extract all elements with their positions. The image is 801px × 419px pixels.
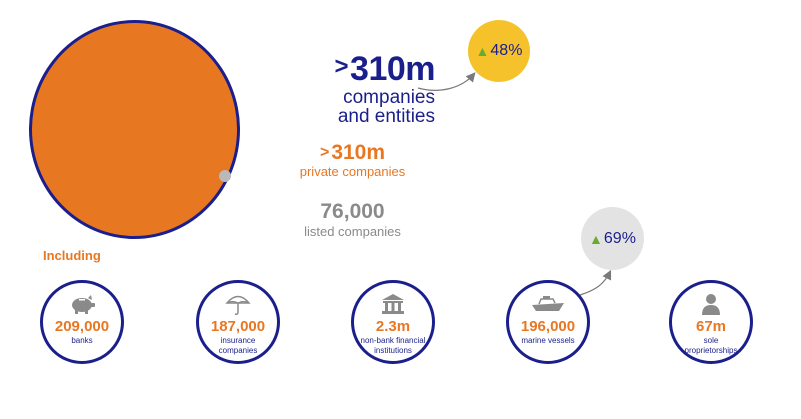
bank-building-icon <box>380 292 406 316</box>
private-companies-stat: >310m private companies <box>290 141 415 179</box>
category-non-bank: 2.3m non-bank financial institutions <box>351 280 435 364</box>
listed-companies-dot <box>219 170 231 182</box>
private-companies-label: private companies <box>299 164 406 179</box>
marine-label: marine vessels <box>521 336 575 345</box>
companies-growth-bubble: ▲ 48% <box>468 20 530 82</box>
sole-proprietorships-label-2: proprietorships <box>684 346 738 355</box>
companies-circle <box>29 20 240 239</box>
listed-companies-value: 76,000 <box>320 200 385 223</box>
marine-value: 196,000 <box>520 318 576 335</box>
category-insurance: 187,000 insurance companies <box>196 280 280 364</box>
including-label: Including <box>43 248 101 263</box>
total-companies-value: >310m <box>334 50 436 88</box>
category-marine: 196,000 marine vessels <box>506 280 590 364</box>
insurance-label-2: companies <box>218 346 258 355</box>
marine-growth-bubble: ▲ 69% <box>581 207 644 270</box>
ship-icon <box>531 292 565 316</box>
category-banks: 209,000 banks <box>40 280 124 364</box>
sole-proprietorships-value: 67m <box>695 318 727 335</box>
piggy-bank-icon <box>68 292 96 316</box>
non-bank-label-2: institutions <box>374 346 412 355</box>
person-icon <box>700 292 722 316</box>
sole-proprietorships-label: sole <box>703 336 719 345</box>
non-bank-value: 2.3m <box>375 318 411 335</box>
listed-companies-label: listed companies <box>304 224 401 239</box>
banks-value: 209,000 <box>54 318 110 335</box>
total-companies-stat: >310m companies and entities <box>285 48 436 127</box>
private-companies-value: >310m <box>319 141 386 164</box>
up-triangle-icon: ▲ <box>589 230 603 247</box>
total-companies-label: companies <box>343 87 435 108</box>
insurance-value: 187,000 <box>210 318 266 335</box>
up-triangle-icon: ▲ <box>475 43 490 59</box>
banks-label: banks <box>71 336 93 345</box>
companies-growth-arrow <box>417 72 476 91</box>
insurance-label: insurance <box>220 336 256 345</box>
category-sole-proprietorships: 67m sole proprietorships <box>669 280 753 364</box>
umbrella-icon <box>225 292 251 316</box>
listed-companies-stat: 76,000 listed companies <box>290 199 415 239</box>
non-bank-label: non-bank financial <box>360 336 426 345</box>
marine-growth-arrow <box>579 269 612 296</box>
total-companies-label-2: and entities <box>337 106 435 127</box>
